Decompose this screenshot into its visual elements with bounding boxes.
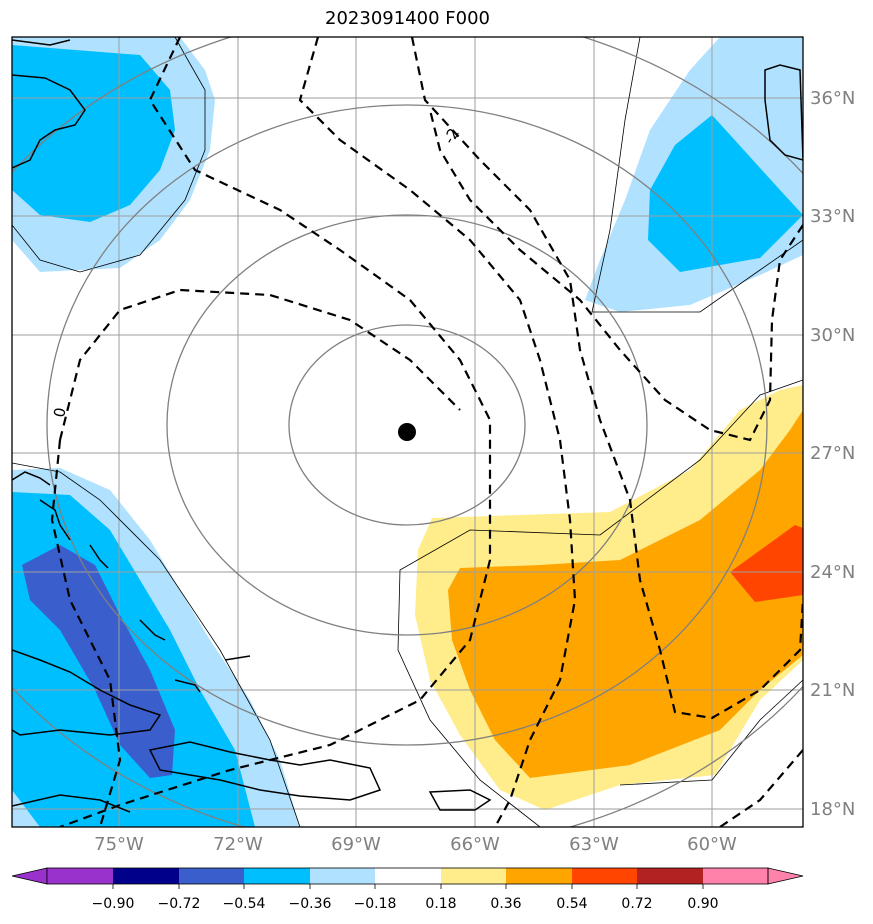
longitude-labels: 75°W 72°W 69°W 66°W 63°W 60°W: [94, 834, 737, 855]
map-title: 2023091400 F000: [325, 8, 490, 29]
colorbar-bin: [179, 868, 244, 884]
lat-label: 33°N: [810, 206, 855, 227]
colorbar-bin: [441, 868, 506, 884]
contour-label-zero: 0: [50, 406, 69, 419]
dashed-contours: [50, 37, 803, 827]
gridlines: [12, 37, 803, 827]
storm-center-marker: [398, 423, 416, 441]
colorbar-tick-label: −0.18: [354, 896, 397, 912]
lon-label: 69°W: [331, 834, 381, 855]
colorbar-bin: [244, 868, 310, 884]
colorbar-bin: [703, 868, 768, 884]
colorbar-tick-label: 0.72: [621, 896, 652, 912]
colorbar-bin: [375, 868, 441, 884]
lon-label: 72°W: [213, 834, 263, 855]
colorbar: −0.90 −0.72 −0.54 −0.36 −0.18 0.18 0.36 …: [11, 867, 804, 912]
lon-label: 66°W: [450, 834, 500, 855]
colorbar-bin: [47, 868, 113, 884]
colorbar-bin: [506, 868, 572, 884]
colorbar-arrow-right: [767, 867, 804, 885]
lat-label: 24°N: [810, 562, 855, 583]
colorbar-tick-label: 0.54: [556, 896, 587, 912]
lon-label: 63°W: [569, 834, 619, 855]
colorbar-arrow-left: [11, 867, 48, 885]
lat-label: 21°N: [810, 680, 855, 701]
colorbar-tick-label: −0.36: [289, 896, 332, 912]
colorbar-bin: [637, 868, 703, 884]
map-area: [12, 37, 803, 827]
lon-label: 60°W: [687, 834, 737, 855]
colorbar-tick-label: −0.54: [223, 896, 266, 912]
colorbar-bin: [113, 868, 179, 884]
lon-label: 75°W: [94, 834, 144, 855]
lat-label: 36°N: [810, 88, 855, 109]
colorbar-bin: [572, 868, 637, 884]
lat-label: 18°N: [810, 799, 855, 820]
colorbar-tick-label: 0.18: [425, 896, 456, 912]
gray-contours: [12, 37, 803, 827]
latitude-labels: 36°N 33°N 30°N 27°N 24°N 21°N 18°N: [810, 88, 855, 820]
colorbar-ticks: [112, 884, 704, 889]
thin-outline-contours: [12, 37, 803, 827]
colorbar-outline: [46, 867, 769, 885]
colorbar-tick-label: −0.90: [92, 896, 135, 912]
lat-label: 27°N: [810, 443, 855, 464]
colorbar-tick-label: −0.72: [158, 896, 201, 912]
colorbar-tick-label: 0.90: [687, 896, 718, 912]
map-frame: [11, 36, 804, 828]
colorbar-bin: [310, 868, 375, 884]
shading-lower-right: [415, 385, 803, 810]
lat-label: 30°N: [810, 325, 855, 346]
shading-upper-right: [585, 37, 803, 312]
colorbar-tick-label: 0.36: [490, 896, 521, 912]
coastlines: [12, 39, 803, 813]
shading-upper-left: [12, 37, 215, 272]
